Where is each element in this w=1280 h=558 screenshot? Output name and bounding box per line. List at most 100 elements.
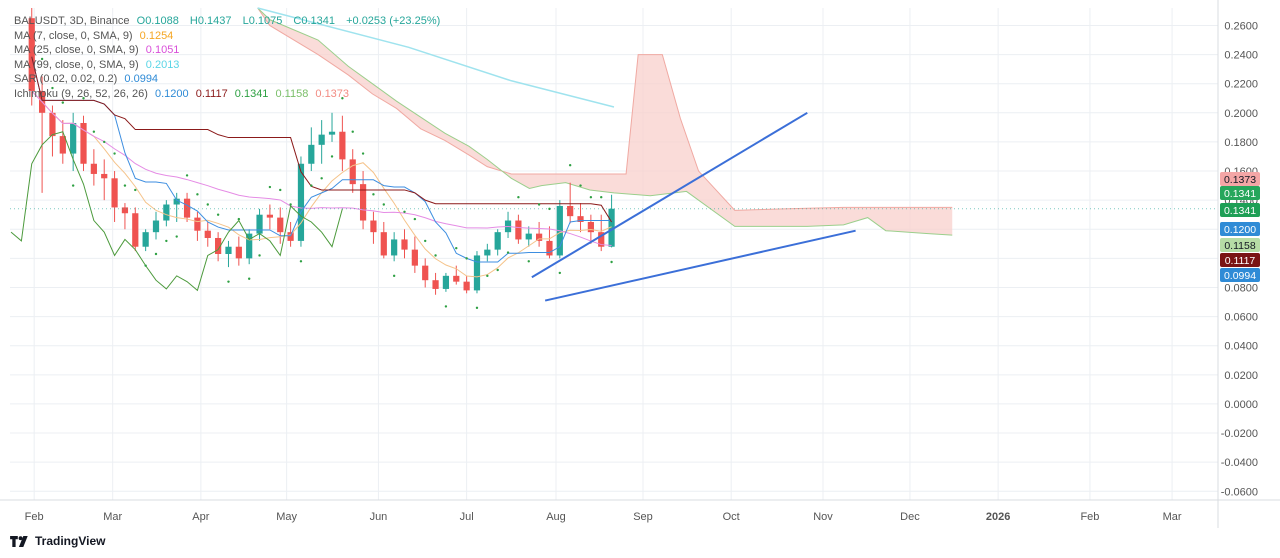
sar-dot (61, 101, 65, 104)
legend-sar[interactable]: SAR (0.02, 0.02, 0.2) 0.0994 (14, 72, 444, 87)
sar-dot (247, 277, 251, 280)
candle-body[interactable] (380, 232, 387, 256)
legend-sar-label: SAR (0.02, 0.02, 0.2) (14, 73, 118, 85)
legend-ma7[interactable]: MA (7, close, 0, SMA, 9) 0.1254 (14, 29, 444, 44)
candle-body[interactable] (525, 233, 532, 240)
sar-dot (71, 184, 75, 187)
candle-body[interactable] (225, 246, 232, 254)
candle-body[interactable] (101, 173, 108, 179)
candle-body[interactable] (598, 232, 605, 247)
candle-body[interactable] (70, 122, 77, 154)
candle-body[interactable] (318, 134, 325, 145)
candle-body[interactable] (432, 280, 439, 289)
legend-ichimoku-value-2: 0.1117 (195, 87, 228, 100)
candle-body[interactable] (515, 220, 522, 240)
candle-body[interactable] (473, 255, 481, 291)
sar-dot (341, 97, 344, 100)
candle-body[interactable] (411, 249, 418, 266)
candle-body[interactable] (256, 214, 263, 234)
candle-body[interactable] (90, 163, 97, 174)
candle-body[interactable] (297, 163, 305, 241)
candle-body[interactable] (339, 131, 346, 160)
candle-body[interactable] (587, 221, 594, 233)
price-tag (1220, 172, 1260, 186)
sar-dot (537, 203, 541, 206)
legend-main-row: BALUSDT, 3D, Binance O0.1088 H0.1437 L0.… (14, 14, 444, 29)
candle-body[interactable] (80, 122, 87, 164)
candle-body[interactable] (194, 217, 201, 231)
sar-dot (517, 196, 520, 199)
candle-body[interactable] (173, 198, 180, 205)
y-tick-label: 0.0200 (1224, 370, 1258, 382)
sar-dot (403, 210, 406, 213)
candle-body[interactable] (453, 275, 460, 282)
candle-body[interactable] (215, 237, 222, 254)
candle-body[interactable] (546, 240, 553, 256)
candle-body[interactable] (111, 178, 118, 208)
tradingview-brand[interactable]: TradingView (10, 534, 105, 548)
candle-body[interactable] (163, 204, 170, 221)
x-tick-label: Oct (723, 511, 740, 523)
sar-dot (496, 268, 499, 272)
candle-body[interactable] (567, 205, 574, 217)
legend-open-value: 0.1088 (145, 15, 179, 27)
x-tick-label: Dec (900, 511, 920, 523)
sar-dot (175, 235, 178, 238)
sar-dot (413, 217, 417, 221)
candle-body[interactable] (183, 198, 191, 218)
legend-ma25[interactable]: MA (25, close, 0, SMA, 9) 0.1051 (14, 43, 444, 58)
candle-body[interactable] (308, 144, 315, 164)
candle-body[interactable] (132, 213, 139, 247)
candle-body[interactable] (204, 230, 211, 238)
legend-ichimoku[interactable]: Ichimoku (9, 26, 52, 26, 26) 0.1200 0.11… (14, 87, 444, 102)
sar-dot (465, 257, 468, 260)
ichimoku-span-a-line (257, 7, 953, 236)
candle-body[interactable] (59, 136, 66, 154)
candle-body[interactable] (359, 184, 367, 221)
legend-change: +0.0253 (+23.25%) (346, 15, 441, 27)
sar-dot (506, 251, 510, 254)
lower-trendline[interactable] (544, 229, 856, 302)
ichimoku-base-line (31, 56, 613, 223)
candle-body[interactable] (608, 208, 615, 247)
candle-body[interactable] (370, 220, 377, 233)
candle-body[interactable] (246, 233, 253, 259)
y-tick-label: -0.0400 (1221, 457, 1258, 469)
x-tick-label: Nov (813, 511, 833, 523)
candle-body[interactable] (28, 18, 35, 91)
price-tag-label: 0.1373 (1224, 174, 1256, 186)
candle-body[interactable] (49, 112, 56, 137)
candle-body[interactable] (349, 159, 356, 185)
candle-body[interactable] (391, 239, 398, 256)
candle-body[interactable] (266, 214, 273, 218)
candle-body[interactable] (277, 217, 284, 233)
y-tick-label: 0.2600 (1224, 20, 1258, 32)
candle-body[interactable] (121, 207, 129, 214)
candle-body[interactable] (422, 265, 429, 281)
candle-body[interactable] (152, 220, 160, 233)
sar-dot (216, 213, 220, 216)
candle-body[interactable] (235, 246, 242, 259)
upper-trendline[interactable] (531, 111, 808, 279)
sar-dot (330, 155, 334, 158)
candle-body[interactable] (328, 131, 336, 135)
candle-body[interactable] (577, 216, 584, 222)
sar-dot (185, 174, 189, 177)
ichimoku-span-b-line (257, 7, 953, 211)
sar-dot (527, 260, 530, 263)
candle-body[interactable] (535, 233, 543, 241)
candle-body[interactable] (494, 232, 501, 250)
candle-body[interactable] (142, 232, 149, 247)
candle-body[interactable] (484, 249, 491, 256)
x-tick-label: Sep (633, 511, 653, 523)
sar-dot (268, 185, 272, 189)
candle-body[interactable] (463, 281, 470, 291)
candle-body[interactable] (287, 232, 294, 241)
candle-body[interactable] (401, 239, 408, 250)
candle-body[interactable] (442, 275, 450, 289)
x-tick-label: May (276, 511, 297, 523)
sar-dot (486, 274, 489, 278)
legend-ma99[interactable]: MA (99, close, 0, SMA, 9) 0.2013 (14, 58, 444, 73)
